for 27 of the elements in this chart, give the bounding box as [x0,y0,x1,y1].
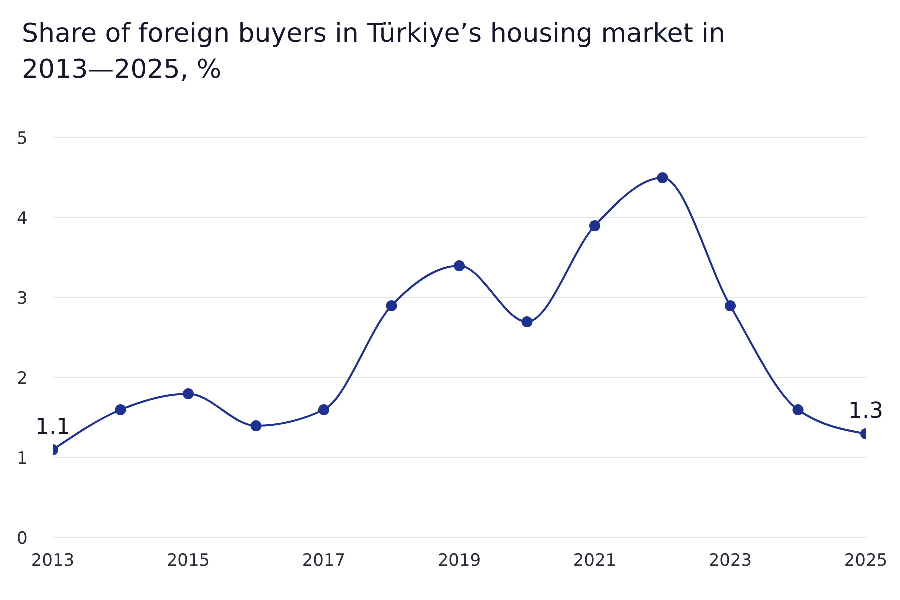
y-tick-label: 4 [17,209,28,230]
point [590,220,600,232]
point [725,300,736,312]
x-tick-label: 2023 [708,551,752,572]
y-tick-label: 2 [17,369,28,390]
point [386,300,398,312]
x-tick-label: 2015 [166,551,210,572]
point [454,260,465,272]
x-tick-label: 2013 [31,551,75,572]
point [318,404,330,416]
point [250,420,262,432]
y-tick-label: 3 [17,289,28,310]
point [522,316,533,328]
x-tick-label: 2019 [438,551,482,572]
point [657,172,668,184]
y-tick-label: 1 [17,449,28,470]
chart-title: Share of foreign buyers in Türkiye’s housing market in 2013—2025, % [22,18,726,87]
x-tick-label: 2017 [302,551,346,572]
point [183,388,194,400]
x-tick-label: 2025 [844,551,888,572]
x-tick-label: 2021 [573,551,617,572]
y-tick-label: 5 [17,129,28,150]
point [792,404,804,416]
data-label: 1.1 [36,415,70,440]
data-label: 1.3 [848,399,884,424]
y-tick-label: 0 [17,529,28,550]
point [115,404,126,416]
